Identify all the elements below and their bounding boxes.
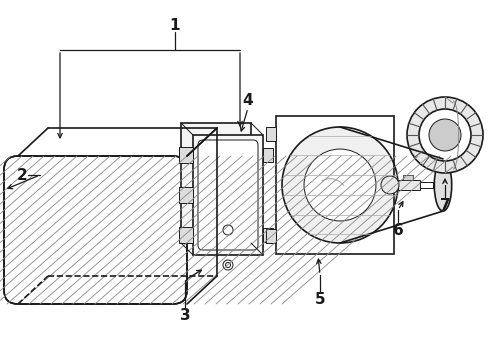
Polygon shape <box>179 187 193 203</box>
Circle shape <box>381 176 399 194</box>
Circle shape <box>419 109 471 161</box>
Polygon shape <box>193 135 263 255</box>
Polygon shape <box>266 229 276 243</box>
Circle shape <box>407 97 483 173</box>
Circle shape <box>304 149 376 221</box>
Text: 3: 3 <box>180 307 190 323</box>
Polygon shape <box>398 180 420 190</box>
Ellipse shape <box>434 159 452 211</box>
Circle shape <box>429 119 461 151</box>
Polygon shape <box>263 148 273 162</box>
Text: 2: 2 <box>17 167 27 183</box>
Text: 7: 7 <box>440 198 450 212</box>
Text: 1: 1 <box>170 18 180 32</box>
FancyBboxPatch shape <box>198 140 258 250</box>
Text: 4: 4 <box>243 93 253 108</box>
Text: 6: 6 <box>392 222 403 238</box>
Polygon shape <box>179 227 193 243</box>
Text: 5: 5 <box>315 292 325 307</box>
Polygon shape <box>266 127 276 141</box>
Polygon shape <box>10 162 181 298</box>
Polygon shape <box>179 147 193 163</box>
Polygon shape <box>263 228 273 242</box>
Polygon shape <box>181 123 251 243</box>
Polygon shape <box>403 175 413 180</box>
Circle shape <box>282 127 398 243</box>
